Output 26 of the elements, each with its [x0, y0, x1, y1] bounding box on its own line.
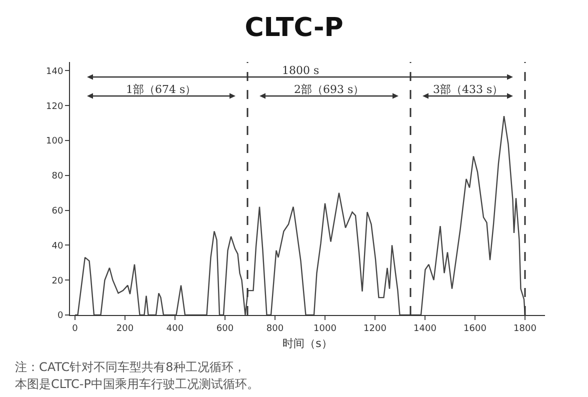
annotation: 1800 s — [282, 64, 320, 77]
x-tick-label: 1400 — [414, 324, 437, 334]
x-tick-label: 200 — [116, 324, 134, 334]
annotation: 1部（674 s） — [126, 83, 196, 96]
x-tick-label: 1200 — [364, 324, 387, 334]
x-tick-label: 600 — [216, 324, 234, 334]
y-tick-label: 60 — [52, 206, 64, 216]
y-tick-label: 100 — [46, 136, 64, 147]
text: 本图是CLTC-P中国乘用车行驶工况测试循环。 — [15, 377, 259, 391]
y-tick-label: 20 — [52, 276, 64, 286]
y-tick-label: 0 — [57, 311, 64, 322]
x-tick-label: 0 — [72, 324, 78, 334]
annotation: 3部（433 s） — [433, 83, 504, 96]
y-tick-label: 140 — [46, 66, 64, 77]
y-tick-label: 80 — [52, 172, 64, 182]
y-tick-label: 120 — [46, 102, 64, 112]
x-axis-title: 时间（s） — [282, 337, 332, 350]
chart-title: CLTC-P — [244, 13, 344, 44]
x-tick-label: 1800 — [514, 324, 537, 334]
x-tick-label: 1000 — [314, 324, 337, 334]
y-tick-label: 40 — [52, 241, 64, 252]
text: 注：CATC针对不同车型共有8种工况循环， — [15, 360, 246, 374]
annotation: 2部（693 s） — [294, 83, 364, 96]
x-tick-label: 1600 — [464, 324, 487, 334]
x-tick-label: 800 — [266, 324, 284, 334]
x-tick-label: 400 — [166, 324, 184, 334]
